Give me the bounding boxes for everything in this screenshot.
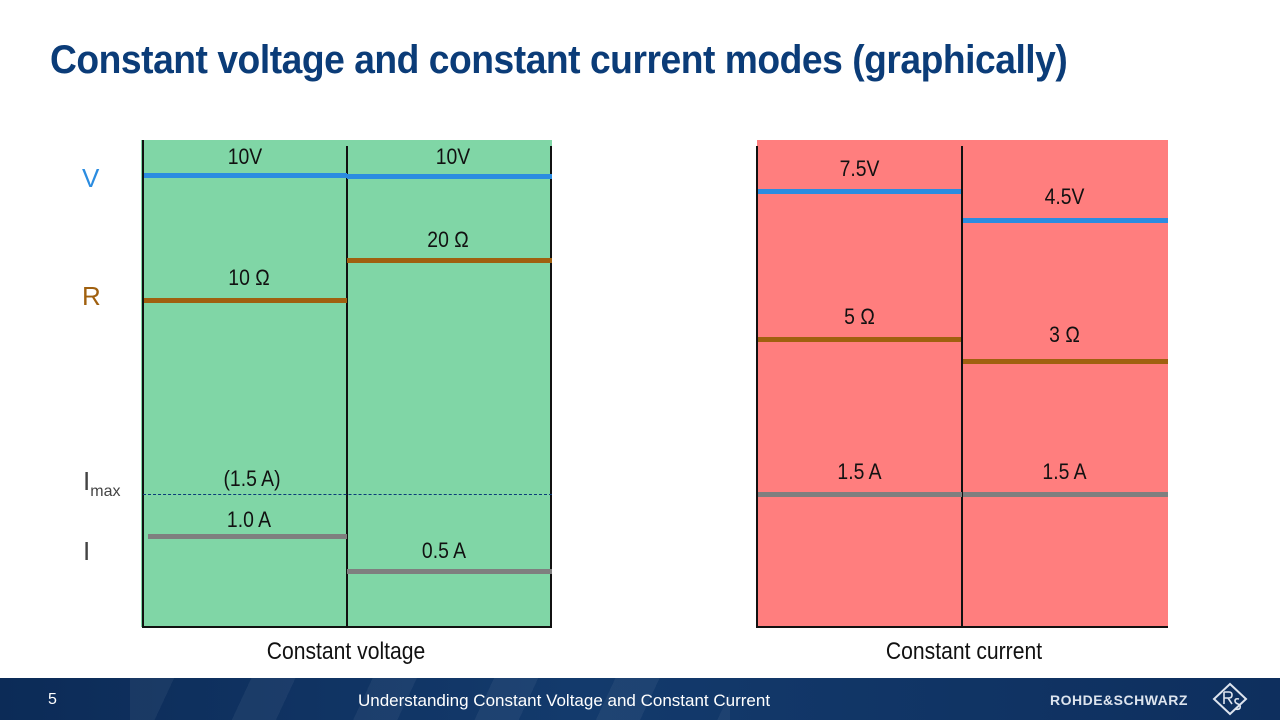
cv-col1-resistance-line (144, 298, 347, 303)
cv-col2-resistance-line (347, 258, 552, 263)
cv-divider (346, 146, 348, 628)
cv-col1-voltage-label: 10V (227, 144, 263, 169)
row-label-voltage: V (82, 163, 100, 193)
cv-col1-current-line (148, 534, 347, 539)
rohde-schwarz-logo-icon (1212, 682, 1248, 716)
cv-col1-current-label: 1.0 A (226, 507, 272, 532)
brand-name: ROHDE&SCHWARZ (1050, 692, 1188, 708)
cc-col2-voltage-line (963, 218, 1168, 223)
cc-col2-voltage-label: 4.5V (1044, 184, 1085, 209)
cc-col2-resistance-line (963, 359, 1168, 364)
cv-col2-voltage-label: 10V (435, 144, 471, 169)
row-label-current: I (83, 536, 91, 566)
cv-col2-current-line (347, 569, 552, 574)
row-label-imax-sub: max (90, 483, 121, 500)
cv-col1-voltage-line (144, 173, 347, 178)
cc-left-edge (756, 146, 758, 628)
cc-col2-current-label: 1.5 A (1042, 459, 1087, 484)
cv-caption: Constant voltage (266, 638, 426, 665)
cv-col2-voltage-line (347, 174, 552, 179)
cc-caption: Constant current (885, 638, 1043, 665)
cc-col2-current-line (963, 492, 1168, 497)
row-label-imax-main: I (83, 466, 91, 496)
cv-col2-current-label: 0.5 A (421, 538, 467, 563)
cc-col1-voltage-line (758, 189, 961, 194)
row-label-imax: Imax (83, 468, 120, 500)
cv-col1-resistance-label: 10 Ω (228, 265, 270, 290)
cc-col1-current-line (758, 492, 962, 497)
slide-title: Constant voltage and constant current mo… (50, 38, 1068, 82)
cc-baseline (756, 626, 1168, 628)
cv-baseline (142, 626, 552, 628)
cv-right-edge (550, 146, 552, 628)
row-label-resistance: R (82, 281, 101, 311)
cc-col2-resistance-label: 3 Ω (1049, 322, 1080, 347)
cc-col1-voltage-label: 7.5V (839, 156, 880, 181)
cv-left-axis (142, 140, 144, 628)
cv-col2-resistance-label: 20 Ω (427, 227, 469, 252)
footer-decoration (130, 678, 730, 720)
cc-col1-current-label: 1.5 A (837, 459, 882, 484)
footer-bar: 5 Understanding Constant Voltage and Con… (0, 678, 1280, 720)
cv-imax-label: (1.5 A) (223, 466, 281, 491)
footer-title: Understanding Constant Voltage and Const… (358, 691, 771, 710)
cc-col1-resistance-label: 5 Ω (844, 304, 875, 329)
cv-imax-dashed-line (143, 494, 552, 495)
cc-col1-resistance-line (758, 337, 961, 342)
cc-divider (961, 146, 963, 628)
page-number: 5 (48, 691, 57, 708)
